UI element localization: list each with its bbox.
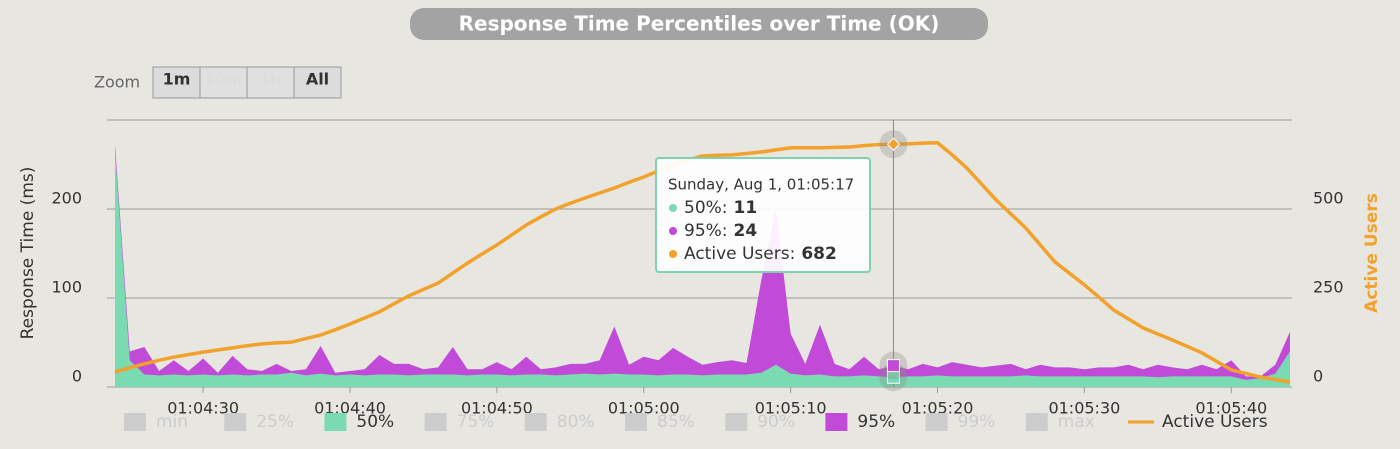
zoom-label: Zoom — [94, 73, 140, 92]
zoom-button[interactable] — [246, 66, 295, 99]
legend-label[interactable]: 50% — [356, 412, 394, 432]
legend-label[interactable]: 75% — [457, 412, 495, 432]
legend-swatch[interactable] — [124, 413, 146, 431]
legend-swatch[interactable] — [825, 413, 848, 431]
legend-swatch[interactable] — [424, 413, 447, 431]
legend-swatch[interactable] — [1025, 413, 1048, 431]
separator: : — [722, 221, 728, 241]
x-tick-label: 01:05:00 — [608, 399, 680, 418]
y-tick-label: 200 — [51, 189, 82, 208]
chart-title: Response Time Percentiles over Time (OK) — [459, 12, 940, 36]
legend-label[interactable]: max — [1058, 412, 1095, 432]
x-tick-label: 01:05:40 — [1195, 399, 1267, 418]
y-axis-title: Response Time (ms) — [18, 167, 38, 340]
zoom-button-label[interactable]: 1m — [163, 70, 191, 89]
tooltip-value: 24 — [734, 221, 758, 241]
x-tick-label: 01:05:30 — [1048, 399, 1120, 418]
tooltip-title: Sunday, Aug 1, 01:05:17 — [668, 176, 854, 194]
tooltip-row: Active Users:682 — [684, 244, 837, 264]
tooltip-label: 95% — [684, 221, 722, 241]
legend-swatch[interactable] — [725, 413, 748, 431]
zoom-button[interactable] — [293, 66, 342, 99]
tooltip-value: 11 — [734, 198, 758, 218]
tooltip-label: Active Users — [684, 244, 790, 264]
x-tick-label: 01:04:40 — [314, 399, 386, 418]
separator: : — [722, 198, 728, 218]
y2-tick-label: 500 — [1313, 189, 1344, 208]
legend-label[interactable]: 25% — [256, 412, 294, 432]
legend-label[interactable]: 80% — [557, 412, 595, 432]
title-pill — [410, 8, 988, 40]
y2-tick-label: 0 — [1313, 367, 1323, 386]
marker — [886, 137, 901, 151]
tooltip-bullet — [669, 250, 677, 258]
legend-swatch[interactable] — [324, 413, 347, 431]
y-tick-label: 0 — [72, 367, 82, 386]
legend-label[interactable]: 85% — [657, 412, 695, 432]
marker — [886, 359, 900, 373]
tooltip-label: 50% — [684, 198, 722, 218]
tooltip-box — [655, 157, 871, 273]
tooltip-value: 682 — [801, 244, 837, 264]
legend-label[interactable]: 99% — [958, 412, 996, 432]
zoom-button-label[interactable]: All — [306, 70, 329, 89]
area — [115, 144, 1290, 387]
y2-axis-title: Active Users — [1362, 193, 1382, 313]
tooltip-bullet — [669, 227, 677, 235]
legend-label[interactable]: 95% — [857, 412, 895, 432]
legend-label[interactable]: 90% — [757, 412, 795, 432]
zoom-button-label[interactable]: 10m — [204, 70, 243, 89]
tooltip: Sunday, Aug 1, 01:05:1750%:1195%:24Activ… — [655, 157, 871, 273]
legend-swatch[interactable] — [925, 413, 948, 431]
x-tick-label: 01:05:10 — [755, 399, 827, 418]
line — [114, 141, 1291, 384]
x-tick-label: 01:05:20 — [902, 399, 974, 418]
legend-swatch[interactable] — [224, 413, 247, 431]
x-tick-label: 01:04:50 — [461, 399, 533, 418]
x-tick-label: 01:04:30 — [167, 399, 239, 418]
y-tick-label: 100 — [51, 278, 82, 297]
legend-label[interactable]: min — [156, 412, 188, 432]
tooltip-row: 50%:11 — [684, 198, 757, 218]
zoom-button-label[interactable]: 1h — [259, 70, 282, 89]
tooltip-row: 95%:24 — [684, 221, 757, 241]
legend-swatch[interactable] — [625, 413, 647, 431]
zoom-button[interactable] — [152, 66, 201, 99]
separator: : — [790, 244, 796, 264]
legend-swatch[interactable] — [524, 413, 547, 431]
tooltip-bullet — [669, 204, 677, 212]
legend-label[interactable]: Active Users — [1162, 412, 1268, 432]
y2-tick-label: 250 — [1313, 278, 1344, 297]
